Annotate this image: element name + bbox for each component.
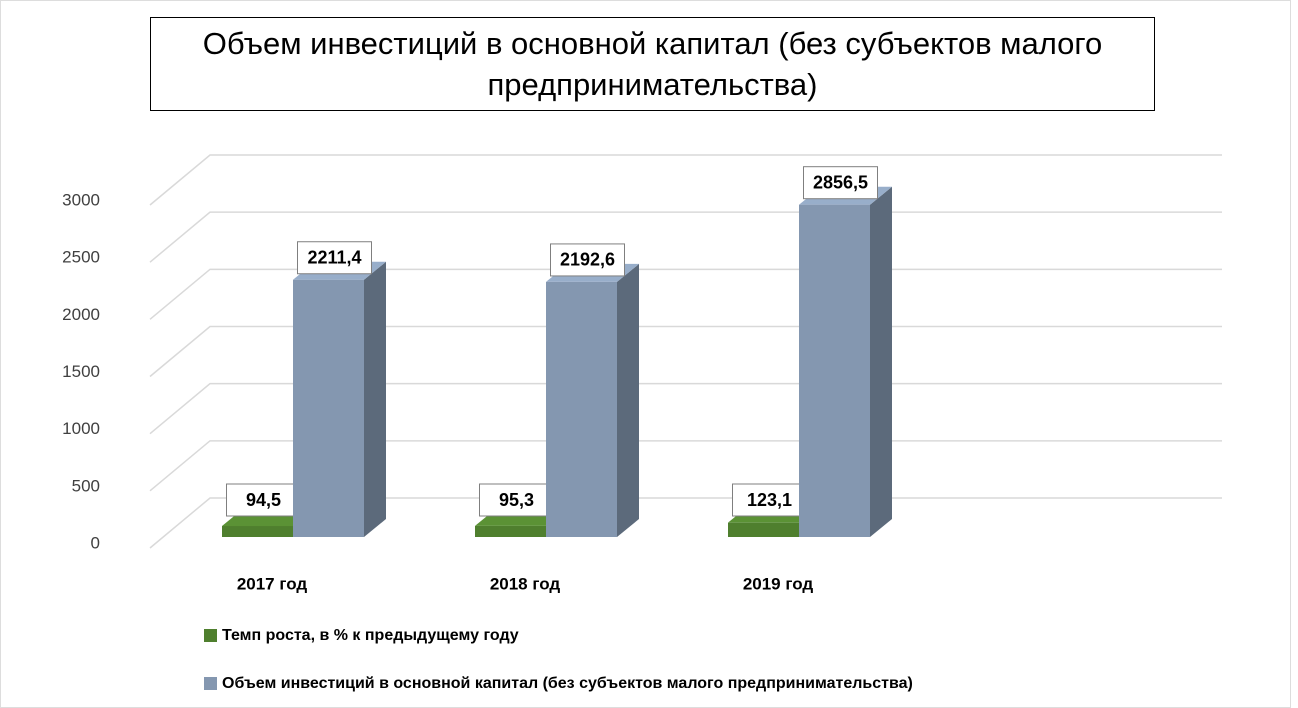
bar-face [617,263,639,537]
data-label: 123,1 [747,490,792,510]
data-label-box [550,243,625,277]
y-tick-label: 1000 [62,419,100,438]
bar [293,261,386,537]
y-tick-label: 500 [72,476,100,495]
bar [546,263,639,537]
y-tick-label: 0 [91,533,100,552]
legend-swatch [204,677,217,690]
bar-face [870,186,892,537]
data-label-box [732,483,807,517]
x-tick-label: 2018 год [490,574,561,593]
chart-title: Объем инвестиций в основной капитал (без… [150,17,1155,111]
bar [799,186,892,537]
data-label-box [226,483,301,517]
data-label-box [479,483,554,517]
x-tick-label: 2019 год [743,574,814,593]
data-label: 2856,5 [813,172,868,192]
y-tick-label: 2000 [62,305,100,324]
bar-face [364,261,386,537]
data-label: 94,5 [246,490,281,510]
data-label-box [297,241,372,275]
grid-line [149,154,1222,206]
data-label: 2192,6 [560,250,615,270]
legend-swatch [204,629,217,642]
data-label-box [803,166,878,200]
legend-label: Объем инвестиций в основной капитал (без… [222,675,913,692]
bar-face [293,279,364,537]
data-label: 95,3 [499,490,534,510]
y-tick-label: 1500 [62,362,100,381]
bar-face [799,204,870,537]
data-label: 2211,4 [307,247,361,267]
y-tick-label: 3000 [62,190,100,209]
bar-face [546,281,617,537]
bar-face [222,526,293,537]
bar-face [475,525,546,537]
y-tick-label: 2500 [62,248,100,267]
bar-face [728,522,799,537]
legend-label: Темп роста, в % к предыдущему году [222,627,519,644]
x-tick-label: 2017 год [237,574,308,593]
